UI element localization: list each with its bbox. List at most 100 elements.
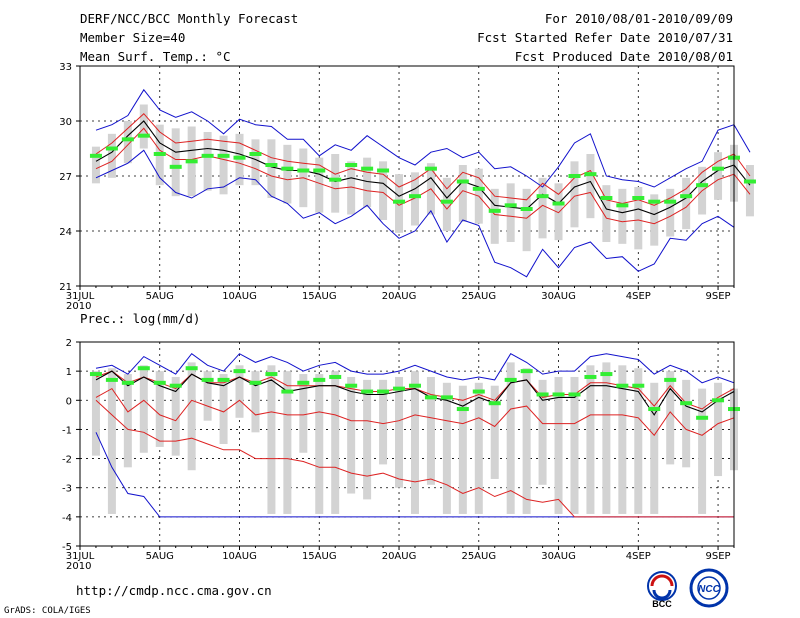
p0-median-27 [504,203,517,208]
p0-xtick-label-6: 30AUG [541,291,576,302]
p1-median-28 [520,369,533,374]
p1-xtick-label-0: 31JUL [66,551,95,562]
p1-box-27 [506,362,515,514]
p1-box-36 [650,382,659,514]
p0-ytick-label-3: 30 [59,117,72,128]
p1-box-11 [251,371,260,433]
p0-box-42 [745,165,754,217]
p0-median-31 [568,174,581,178]
p0-ytick-label-0: 21 [59,282,72,293]
p1-box-33 [602,362,611,514]
p0-median-40 [712,166,725,171]
p1-median-38 [680,401,693,406]
p0-box-29 [538,177,547,239]
p0-box-31 [570,161,579,228]
p1-median-17 [345,383,358,388]
p1-xtick-label-3: 15AUG [302,551,337,562]
p0-box-40 [714,152,723,200]
p0-median-18 [361,166,374,171]
p0-box-36 [650,194,659,246]
p1-box-22 [426,376,435,485]
p1-median-20 [393,386,406,391]
p0-xtick-label-1: 5AUG [146,291,174,302]
p1-median-40 [712,398,725,403]
p1-ytick-label-4: -1 [62,425,72,436]
p1-median-39 [696,415,709,420]
p1-xtick-label-6: 30AUG [541,551,576,562]
p1-envelope-high-line [95,353,735,384]
p1-xtick-year: 2010 [66,561,91,572]
p1-median-9 [217,377,230,382]
p1-box-23 [442,382,451,514]
p0-box-21 [410,172,419,226]
p1-box-4 [139,365,148,453]
p1-median-5 [153,380,166,385]
p0-box-15 [315,157,324,213]
prec-panel-title: Prec.: log(mm/d) [80,311,201,326]
p1-ytick-label-6: 1 [66,367,72,378]
p1-box-29 [538,379,547,485]
p1-box-26 [490,385,499,479]
p0-box-23 [442,177,451,231]
p0-box-37 [666,188,675,237]
p1-box-40 [714,382,723,477]
p0-box-3 [123,121,132,164]
footer-url[interactable]: http://cmdp.ncc.cma.gov.cn [76,583,272,598]
p1-box-38 [682,379,691,468]
chart-title: DERF/NCC/BCC Monthly Forecast [80,11,299,26]
p1-median-21 [408,383,421,388]
p1-ytick-label-5: 0 [66,396,72,407]
p0-median-21 [408,194,421,199]
member-size: Member Size=40 [80,30,186,45]
p1-xtick-label-4: 20AUG [382,551,417,562]
p0-median-10 [233,155,246,160]
p1-median-22 [424,395,437,400]
p1-median-36 [648,407,661,412]
p0-median-33 [600,196,613,200]
p0-box-4 [139,104,148,149]
p1-box-35 [634,368,643,514]
p1-box-39 [698,388,707,514]
p1-box-18 [363,379,372,500]
p1-xtick-label-5: 25AUG [461,551,496,562]
p0-median-16 [329,177,342,182]
produced-date: Fcst Produced Date 2010/08/01 [514,49,733,64]
p0-box-35 [634,187,643,250]
ncc-logo: NCC [689,568,729,608]
p1-box-1 [91,371,100,456]
p0-median-2 [105,146,118,151]
p1-ytick-label-0: -5 [62,542,72,553]
p1-box-15 [315,374,324,514]
p0-median-24 [456,179,469,184]
p0-ytick-label-2: 27 [59,172,72,183]
p1-box-14 [299,374,308,453]
p1-median-4 [137,366,150,371]
p1-box-16 [331,371,340,514]
p1-median-14 [297,380,310,385]
p1-box-13 [283,371,292,514]
p1-median-16 [329,374,342,379]
p0-box-30 [554,183,563,241]
p1-box-2 [107,368,116,514]
p0-box-16 [331,154,340,213]
p0-median-14 [297,168,310,173]
p0-xtick-label-0: 31JUL [66,291,95,302]
temp-panel-title: Mean Surf. Temp.: °C [80,49,231,64]
p1-median-34 [616,383,629,388]
p0-median-20 [393,199,406,204]
p0-median-9 [217,153,230,158]
p1-ytick-label-3: -2 [62,455,72,466]
p0-box-17 [347,161,356,215]
p0-xtick-label-8: 9SEP [706,291,731,302]
p0-box-12 [267,139,276,198]
p1-box-12 [267,365,276,514]
p0-median-7 [185,159,198,164]
p1-median-23 [440,395,453,400]
p0-box-9 [219,135,228,195]
p0-median-23 [440,199,453,204]
p1-median-13 [281,389,294,394]
p0-xtick-label-5: 25AUG [461,291,496,302]
p0-box-38 [682,177,691,230]
p0-box-8 [203,132,212,191]
